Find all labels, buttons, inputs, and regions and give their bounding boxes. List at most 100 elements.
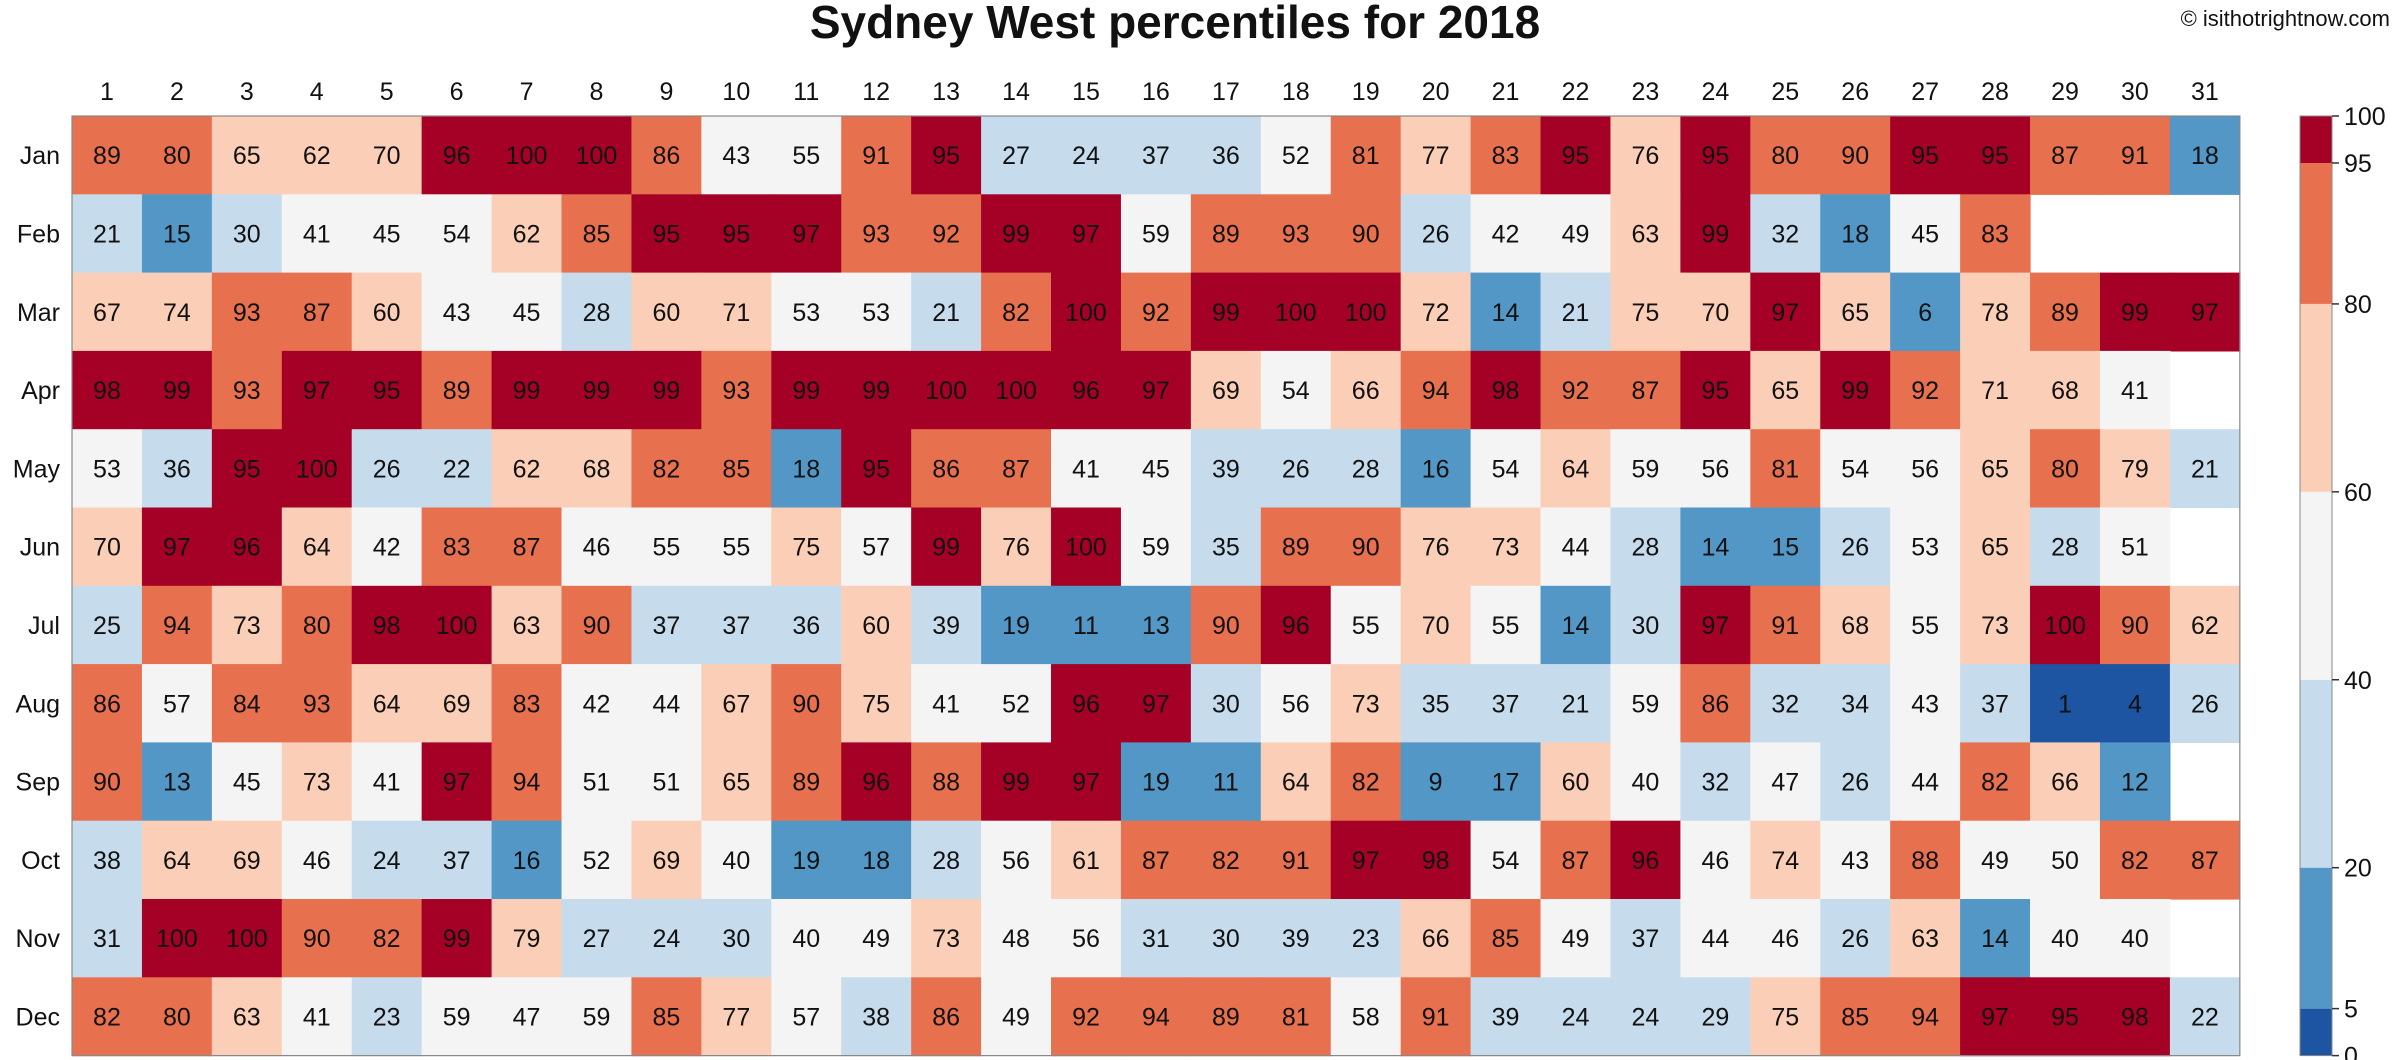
cell-value-label: 26 (1841, 925, 1869, 953)
cell-value-label: 69 (233, 847, 261, 875)
cell-value-label: 54 (1841, 455, 1869, 483)
heatmap-cell (1750, 742, 1821, 822)
x-tick-label: 25 (1771, 78, 1799, 106)
heatmap-cell (491, 664, 563, 743)
cell-value-label: 12 (2121, 769, 2149, 797)
cell-value-label: 44 (1562, 534, 1590, 562)
cell-value-label: 41 (1072, 455, 1100, 483)
heatmap-cell (351, 194, 423, 274)
heatmap-cell (491, 585, 563, 665)
heatmap-cell (1960, 194, 2031, 274)
heatmap-cell (1400, 350, 1472, 430)
heatmap-cell (421, 507, 493, 587)
heatmap-cell (561, 899, 633, 978)
cell-value-label: 98 (2121, 1003, 2149, 1031)
cell-value-label: 81 (1771, 455, 1799, 483)
x-tick-label: 4 (310, 78, 324, 106)
cell-value-label: 77 (722, 1003, 750, 1031)
heatmap-cell (561, 977, 633, 1057)
x-tick-label: 30 (2121, 78, 2149, 106)
heatmap-cell (1540, 429, 1612, 509)
heatmap-cell (1051, 429, 1122, 509)
heatmap-cell (911, 742, 982, 822)
heatmap-cell (981, 585, 1052, 665)
heatmap-cell (1610, 899, 1681, 978)
cell-value-label: 87 (303, 299, 331, 327)
heatmap-cell (1610, 664, 1681, 743)
heatmap-cell (1820, 742, 1891, 822)
cell-value-label: 92 (1911, 377, 1939, 405)
cell-value-label: 94 (1422, 377, 1450, 405)
cell-value-label: 97 (1701, 612, 1729, 640)
heatmap-cell (1260, 664, 1332, 743)
cell-value-label: 40 (2051, 925, 2079, 953)
heatmap-cell (2030, 429, 2101, 509)
cell-value-label: 30 (1212, 690, 1240, 718)
x-tick-label: 29 (2051, 78, 2079, 106)
cell-value-label: 92 (1072, 1003, 1100, 1031)
cell-value-label: 100 (1345, 299, 1387, 327)
cell-value-label: 93 (1282, 220, 1310, 248)
heatmap-cell (1330, 585, 1402, 665)
cell-value-label: 37 (1632, 925, 1660, 953)
cell-value-label: 30 (722, 925, 750, 953)
heatmap-cell (421, 350, 493, 430)
heatmap-cell (1750, 507, 1821, 587)
colorbar-tick-label: 60 (2344, 479, 2372, 507)
heatmap-cell (1820, 429, 1891, 509)
heatmap-cell (351, 272, 423, 352)
cell-value-label: 95 (722, 220, 750, 248)
cell-value-label: 62 (2191, 612, 2219, 640)
x-tick-label: 15 (1072, 78, 1100, 106)
cell-value-label: 77 (1422, 142, 1450, 170)
heatmap-cell (1890, 116, 1961, 195)
heatmap-cell (211, 194, 283, 274)
cell-value-label: 16 (1422, 455, 1450, 483)
heatmap-cell (1330, 977, 1402, 1057)
heatmap-cell (2099, 350, 2171, 430)
x-tick-label: 10 (722, 78, 750, 106)
heatmap-cell (841, 272, 912, 352)
y-tick-label: Nov (16, 925, 61, 953)
heatmap-cell (771, 585, 842, 665)
x-tick-label: 20 (1422, 78, 1450, 106)
cell-value-label: 80 (303, 612, 331, 640)
cell-value-label: 18 (792, 455, 820, 483)
cell-value-label: 49 (1562, 220, 1590, 248)
cell-value-label: 67 (93, 299, 121, 327)
cell-value-label: 51 (652, 769, 680, 797)
cell-value-label: 28 (1352, 455, 1380, 483)
heatmap-cell (561, 585, 633, 665)
cell-value-label: 56 (1282, 690, 1310, 718)
cell-value-label: 40 (2121, 925, 2149, 953)
cell-value-label: 98 (1422, 847, 1450, 875)
heatmap-cell (1190, 429, 1262, 509)
cell-value-label: 60 (1562, 769, 1590, 797)
cell-value-label: 65 (1981, 534, 2009, 562)
cell-value-label: 73 (1492, 534, 1520, 562)
colorbar-tick-label: 100 (2344, 103, 2386, 131)
cell-value-label: 63 (1632, 220, 1660, 248)
heatmap-cell (1820, 507, 1891, 587)
cell-value-label: 95 (1701, 377, 1729, 405)
cell-value-label: 56 (1701, 455, 1729, 483)
heatmap-cell (911, 977, 982, 1057)
heatmap-cell (2030, 977, 2101, 1057)
heatmap-cell (1400, 585, 1472, 665)
cell-value-label: 73 (303, 769, 331, 797)
heatmap-cell (1051, 664, 1122, 743)
cell-value-label: 39 (1282, 925, 1310, 953)
colorbar-tick-label: 95 (2344, 150, 2372, 178)
cell-value-label: 94 (1142, 1003, 1170, 1031)
heatmap-cell (911, 664, 982, 743)
cell-value-label: 26 (1841, 769, 1869, 797)
heatmap-cell (491, 116, 563, 195)
heatmap-cell (1051, 585, 1122, 665)
heatmap-cell (841, 116, 912, 195)
heatmap-cell (72, 272, 143, 352)
heatmap-cell (1260, 742, 1332, 822)
heatmap-cell (1890, 664, 1961, 743)
heatmap-cell (701, 350, 772, 430)
heatmap-cell (141, 507, 213, 587)
cell-value-label: 79 (513, 925, 541, 953)
